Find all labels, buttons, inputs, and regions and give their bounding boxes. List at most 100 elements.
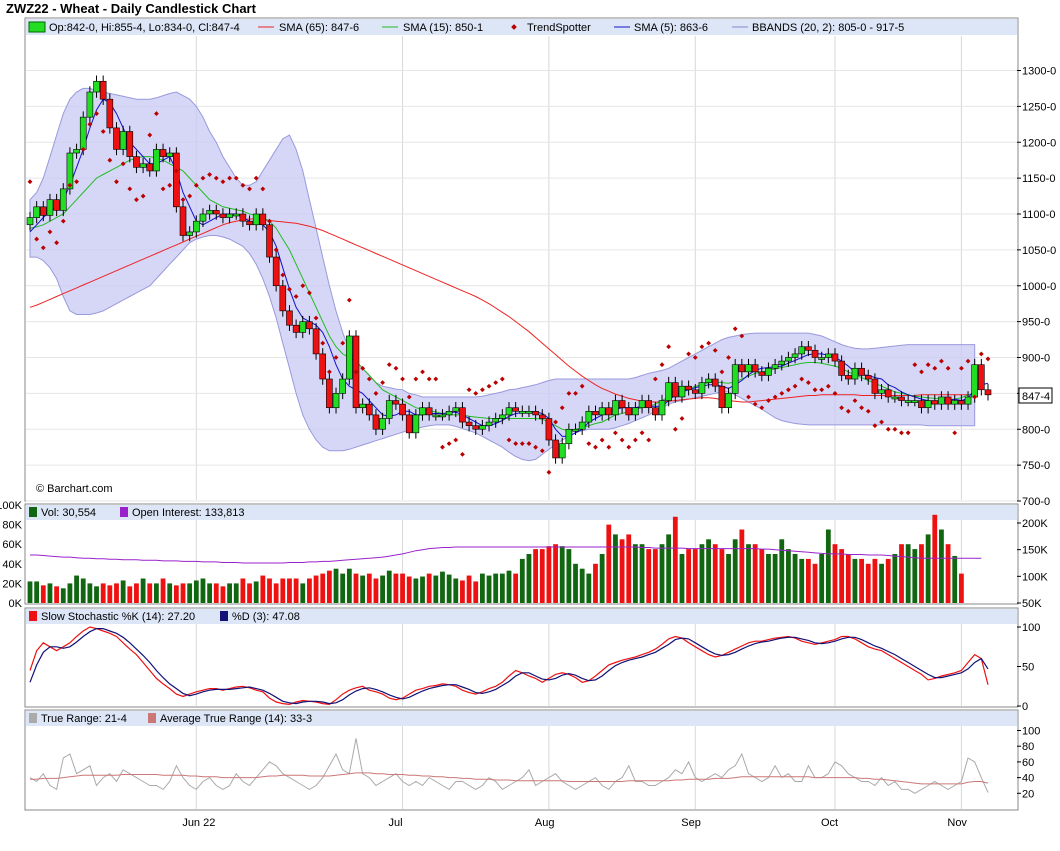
candle-body — [405, 414, 413, 434]
trendspotter-marker — [493, 380, 499, 386]
volume-bar — [413, 578, 419, 603]
sma15-legend: SMA (15): 850-1 — [403, 22, 483, 34]
trendspotter-marker — [213, 175, 219, 181]
candle-body — [319, 353, 327, 380]
candle-body — [898, 396, 905, 401]
trendspotter-marker — [599, 437, 605, 443]
candle-body — [93, 80, 100, 93]
price-tick-label: 800-0 — [1022, 424, 1050, 436]
price-tick-label: 1150-0 — [1022, 173, 1055, 185]
candle-body — [153, 149, 160, 172]
volume-bar — [187, 583, 193, 603]
volume-bar — [819, 554, 825, 603]
trendspotter-marker — [479, 387, 485, 393]
volume-bar — [280, 578, 286, 603]
volume-bar — [812, 563, 818, 603]
volume-bar — [646, 549, 652, 603]
trendspotter-marker — [686, 351, 692, 357]
volume-bar — [885, 558, 891, 603]
candle-body — [46, 199, 54, 216]
candle-body — [825, 353, 832, 358]
volume-bar — [719, 549, 725, 603]
volume-bar — [240, 578, 246, 603]
candle-body — [452, 407, 460, 412]
candle-body — [851, 367, 859, 380]
candle-body — [73, 149, 80, 154]
candle-body — [931, 400, 939, 405]
trendspotter-marker — [107, 157, 113, 163]
candle-body — [119, 131, 127, 150]
volume-bar — [74, 575, 79, 603]
volume-bar — [659, 544, 665, 603]
volume-bar — [872, 558, 878, 603]
candle-body — [146, 163, 154, 172]
candle-body — [552, 439, 559, 459]
candle-body — [645, 400, 653, 409]
candle-body — [519, 411, 526, 414]
volume-bar — [626, 534, 632, 603]
trendspotter-marker — [400, 376, 405, 382]
trendspotter-marker — [965, 358, 971, 364]
volume-bar — [326, 570, 332, 603]
trendspotter-marker — [67, 182, 73, 188]
trendspotter-marker — [579, 383, 585, 389]
candle-body — [459, 407, 466, 423]
volume-bar — [839, 549, 845, 603]
trendspotter-marker — [413, 376, 419, 382]
volume-bar — [958, 573, 964, 603]
candle-body — [339, 378, 346, 394]
volume-bar — [426, 573, 432, 603]
candle-body — [379, 418, 386, 430]
volume-bar — [213, 583, 219, 603]
trendspotter-marker — [140, 193, 146, 199]
trendspotter-marker — [433, 376, 439, 382]
candle-body — [532, 411, 539, 416]
volume-bar — [939, 529, 944, 603]
candle-body — [758, 371, 766, 376]
volume-bar — [772, 554, 778, 603]
trendspotter-marker — [393, 365, 399, 371]
volume-tick-label: 100K — [0, 500, 23, 512]
candle-body — [951, 400, 959, 405]
candle-body — [765, 367, 772, 376]
volume-bar — [466, 575, 472, 603]
stoch-k-line — [29, 626, 989, 706]
trendspotter-marker — [333, 355, 339, 360]
volume-bar — [54, 586, 60, 603]
volume-bar — [825, 529, 831, 603]
trendspotter-marker — [672, 426, 678, 432]
candle-body — [625, 407, 633, 416]
candle-body — [99, 80, 107, 100]
candle-body — [279, 285, 287, 312]
candle-body — [365, 403, 373, 416]
candle-body — [572, 428, 579, 432]
atr-swatch — [148, 713, 156, 723]
true-range-legend: True Range: 21-4 — [41, 713, 127, 725]
stochastic-series — [29, 626, 989, 706]
candle-body — [26, 217, 34, 226]
candle-body — [159, 149, 167, 157]
atr-legend: Average True Range (14): 33-3 — [160, 713, 312, 725]
candle-body — [791, 353, 799, 358]
volume-bar — [233, 583, 239, 603]
candle-body — [884, 389, 892, 398]
bbands-legend: BBANDS (20, 2): 805-0 - 917-5 — [752, 22, 904, 34]
trendspotter-marker — [945, 365, 951, 371]
volume-bar — [253, 581, 259, 603]
ohlc-legend: Op:842-0, Hi:855-4, Lo:834-0, Cl:847-4 — [49, 22, 240, 34]
tr-tick-label: 60 — [1022, 757, 1034, 769]
trendspotter-marker — [486, 383, 492, 389]
candle-body — [771, 364, 779, 369]
price-tick-label: 950-0 — [1022, 317, 1050, 329]
candle-body — [705, 378, 712, 383]
candle-body — [292, 324, 300, 333]
candle-body — [173, 152, 180, 208]
candle-body — [811, 350, 819, 358]
volume-bar — [692, 549, 698, 603]
volume-bar — [406, 576, 412, 603]
price-legend-bar — [26, 19, 1017, 35]
candle-body — [891, 396, 899, 400]
candle-body — [711, 378, 719, 387]
volume-tick-label: 60K — [2, 539, 22, 551]
volume-bar — [366, 573, 372, 603]
